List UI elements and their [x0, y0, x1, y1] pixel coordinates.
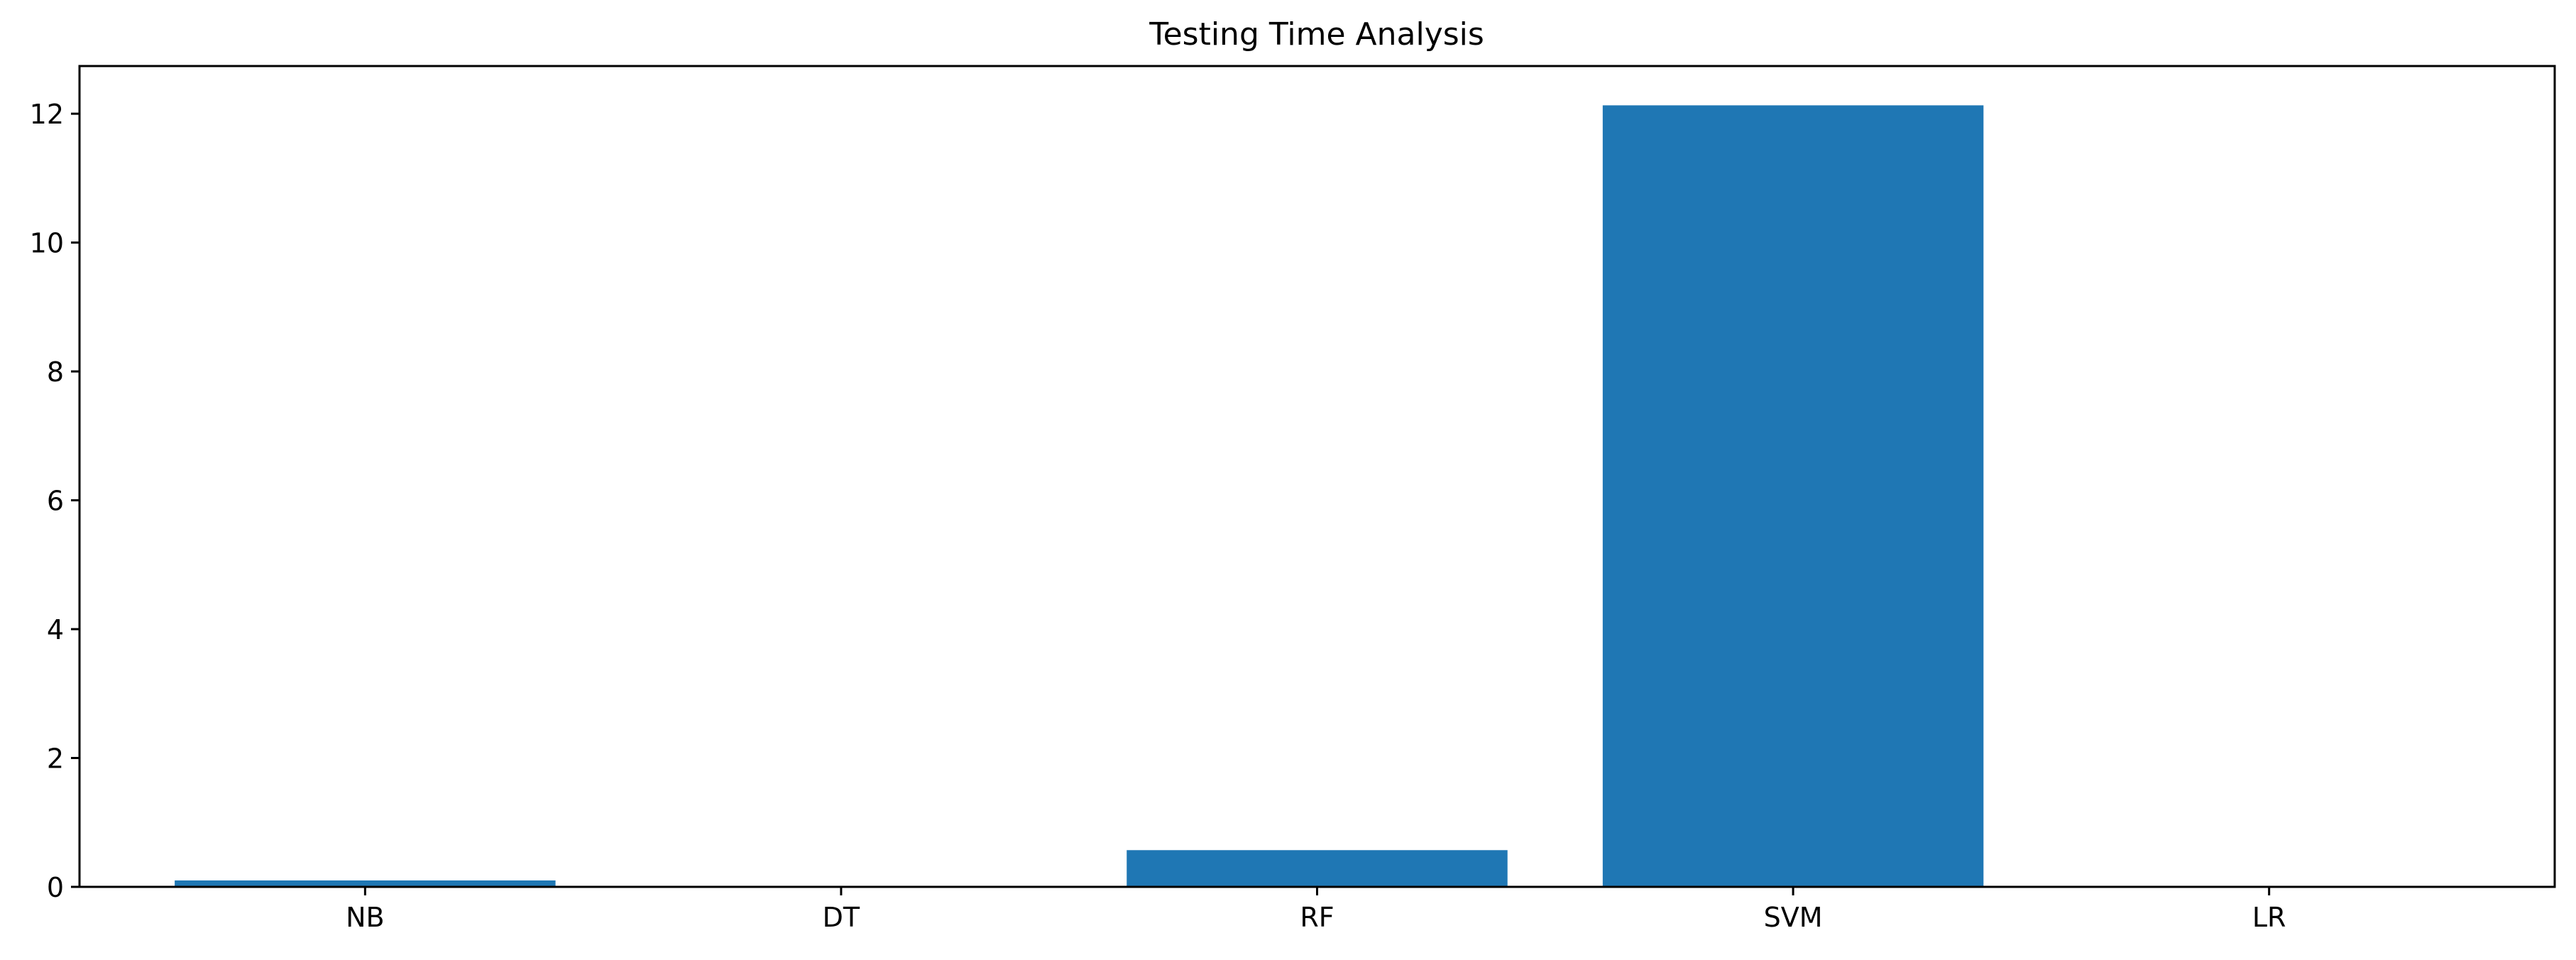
bar-rf — [1127, 850, 1508, 887]
plot-frame — [78, 65, 2556, 888]
x-tick-label-nb: NB — [346, 902, 385, 933]
y-tick-label-8: 8 — [47, 356, 64, 388]
x-tick-label-rf: RF — [1300, 902, 1334, 933]
bar-nb — [175, 880, 556, 887]
y-tick-label-10: 10 — [30, 228, 64, 259]
y-tick-label-12: 12 — [30, 99, 64, 130]
x-tick-label-svm: SVM — [1764, 902, 1823, 933]
bars-group — [175, 105, 2460, 888]
y-tick-label-0: 0 — [47, 872, 64, 903]
chart-title: Testing Time Analysis — [1149, 16, 1484, 53]
y-axis: 0 2 4 6 8 10 12 — [30, 99, 80, 903]
y-tick-label-4: 4 — [47, 614, 64, 645]
bar-svm — [1602, 105, 1984, 888]
y-tick-label-2: 2 — [47, 743, 64, 775]
x-tick-label-dt: DT — [823, 902, 860, 933]
y-tick-label-6: 6 — [47, 486, 64, 517]
x-axis: NB DT RF SVM LR — [346, 887, 2286, 933]
x-tick-label-lr: LR — [2252, 902, 2286, 933]
